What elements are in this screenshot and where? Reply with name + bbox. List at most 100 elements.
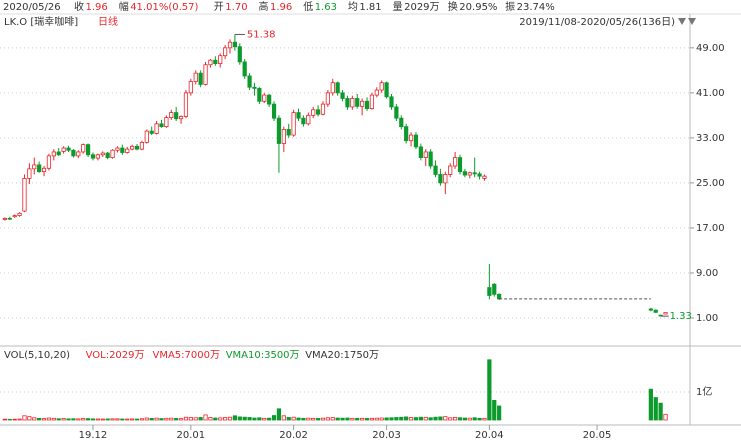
candle-body [125,148,130,153]
candle-body [51,151,56,157]
volume-bar [41,418,47,421]
candle-body [408,134,414,142]
date-range[interactable]: 2019/11/08-2020/05/26(136日) [519,17,675,28]
candle-body [306,114,311,125]
volume-bar [203,414,208,421]
candle-body [482,175,487,179]
candle-body [139,141,145,150]
x-tick-label: 20.01 [177,430,206,441]
candle-body [242,61,247,77]
candle-body [223,47,228,57]
volume-bar [443,416,448,421]
vol-legend: VOL(5,10,20) [4,350,70,361]
candle-body [311,109,316,116]
candle-body [276,117,282,144]
candle-body [120,147,125,153]
candle-body [262,94,267,102]
candle-body [218,55,223,64]
vol-tick-label: 1亿 [696,385,712,398]
candle-body [95,154,100,159]
candle-body [257,87,262,102]
y-tick-label: 1.00 [696,313,718,324]
volume-bar [350,417,355,421]
header-value: 20.95% [459,2,497,13]
candle-body [325,92,330,105]
candle-body [178,116,184,120]
volume-bar [330,417,335,421]
volume-bar [213,417,218,421]
candle-body [663,312,668,315]
candle-body [472,172,477,175]
candle-body [648,308,653,311]
volume-bar [149,418,154,421]
header-label: 收 [74,0,84,13]
volume-bar [85,418,91,421]
candle-body [340,92,345,99]
volume-bar [472,417,477,421]
y-tick-label: 9.00 [696,268,718,279]
volume-bar [482,417,487,421]
candle-body [144,130,149,143]
candle-body [105,152,110,158]
volume-bar [399,416,404,421]
candle-body [66,147,71,151]
volume-bar [408,417,414,421]
candle-body [399,117,404,128]
candle-body [438,174,443,184]
candle-body [247,75,252,88]
volume-bar [658,402,663,421]
candle-body [134,145,140,150]
header-value: 41.01%(0.57) [130,2,198,13]
candle-body [281,129,286,144]
volume-bar [340,417,345,421]
candle-body [174,112,179,120]
volume-bar [487,359,492,421]
volume-bar [81,418,86,421]
volume-bar [374,417,379,421]
volume-bar [32,417,37,421]
candle-body [61,147,66,152]
x-tick-label: 20.04 [475,430,504,441]
candle-body [37,164,42,173]
volume-bar [492,399,497,421]
volume-bar [301,417,306,421]
volume-bar [100,418,105,421]
vol-legend: VOL:2029万 [86,350,145,361]
candle-body [232,41,237,48]
candle-body [350,98,355,108]
volume-bar [242,416,247,421]
volume-bar [120,418,125,421]
x-tick-label: 19.12 [79,430,108,441]
vol-legend: VMA10:3500万 [226,350,300,361]
candle-body [267,94,272,105]
y-tick-label: 33.00 [696,133,725,144]
volume-bar [71,418,76,421]
volume-bar [448,417,453,421]
volume-bar [169,417,174,421]
volume-bar [315,418,321,421]
candle-body [291,112,296,136]
y-tick-label: 17.00 [696,223,725,234]
candle-body [169,112,174,119]
candle-body [443,174,448,184]
range-dropdown-2[interactable] [688,18,696,25]
volume-bar [423,416,428,421]
candle-body [418,146,423,158]
candle-body [130,145,135,150]
candle-body [149,130,154,134]
header-date: 2020/05/26 [3,2,61,13]
volume-bar [174,418,179,421]
candle-body [369,94,375,110]
candle-body [237,46,242,63]
volume-bar [281,415,286,421]
vol-legend: VMA20:1750万 [305,350,379,361]
candle-body [41,167,47,173]
header-label: 均 [348,1,358,13]
volume-bar [453,417,458,421]
candle-body [428,151,433,167]
range-dropdown[interactable] [678,18,686,25]
volume-bar [159,418,164,421]
volume-bar [462,417,467,421]
volume-bar [477,417,482,421]
volume-bar [17,418,22,421]
